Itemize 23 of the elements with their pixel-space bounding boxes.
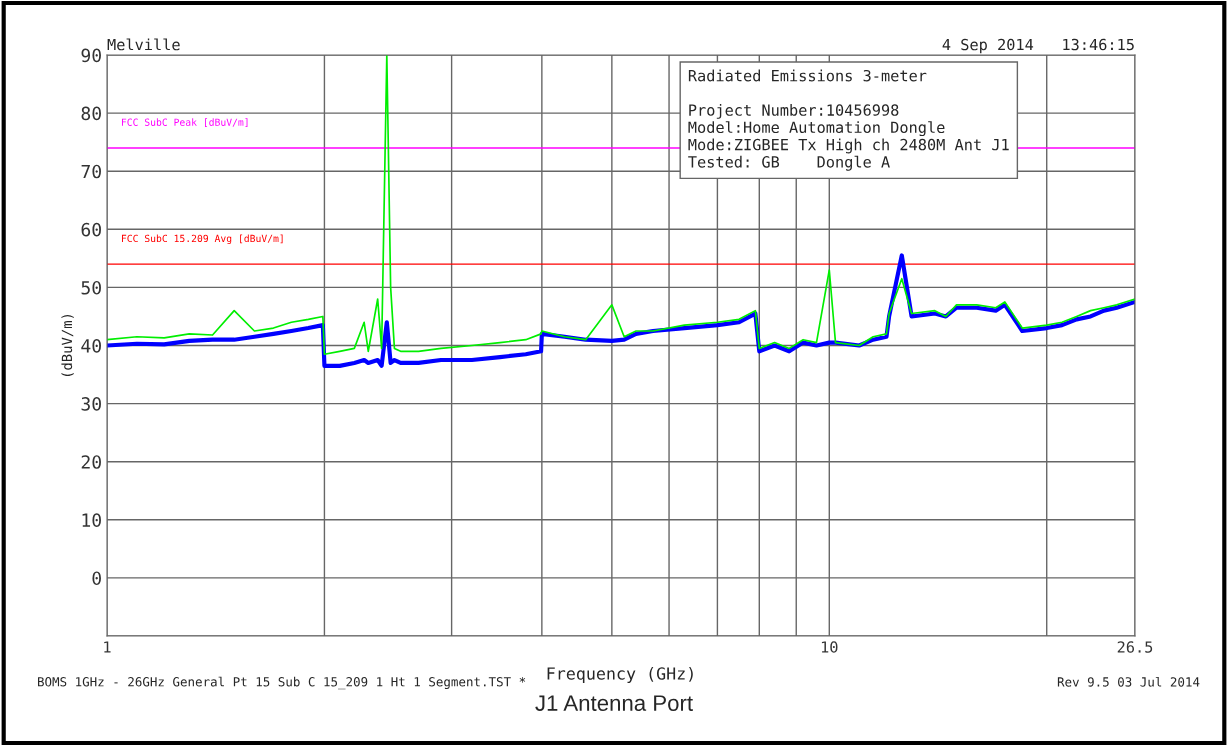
text: BOMS 1GHz - 26GHz General Pt 15 Sub C 15_209 1 Ht 1 Segment.TST * (38, 676, 526, 690)
y-axis-title: (dBuV/m) (61, 314, 74, 377)
text: Rev 9.5 03 Jul 2014 (1057, 676, 1200, 687)
y-tick-label: 30 (81, 397, 101, 411)
y-tick-label: 20 (81, 455, 101, 469)
y-tick-label: 70 (81, 164, 101, 179)
ref-line-label: FCC SubC 15.209 Avg [dBuV/m] (121, 234, 283, 245)
text: Radiated Emissions 3-meter Project Number:10456998 Model:Home Automation Dongle Mode:ZIGBEE Tx High ch 2480M Ant J1 Tested: GB Dongle A (688, 69, 1009, 171)
y-tick-label: 90 (81, 48, 101, 63)
x-tick-label: 10 (821, 641, 838, 653)
y-tick-label: 0 (92, 571, 101, 586)
y-tick-label: 50 (81, 280, 101, 295)
text: J1 Antenna Port (535, 695, 693, 711)
y-tick-label: 40 (81, 339, 101, 353)
y-tick-label: 60 (81, 222, 101, 237)
y-tick-label: 10 (82, 513, 101, 527)
x-tick-label: 26.5 (1117, 641, 1153, 653)
text: 4 Sep 2014 13:46:15 (942, 38, 1134, 54)
x-axis-title: Frequency (GHz) (547, 666, 693, 684)
ref-line-label: FCC SubC Peak [dBuV/m] (121, 118, 248, 128)
y-tick-label: 80 (81, 106, 101, 121)
x-tick-label: 1 (104, 641, 111, 653)
text: Melville (107, 38, 180, 51)
